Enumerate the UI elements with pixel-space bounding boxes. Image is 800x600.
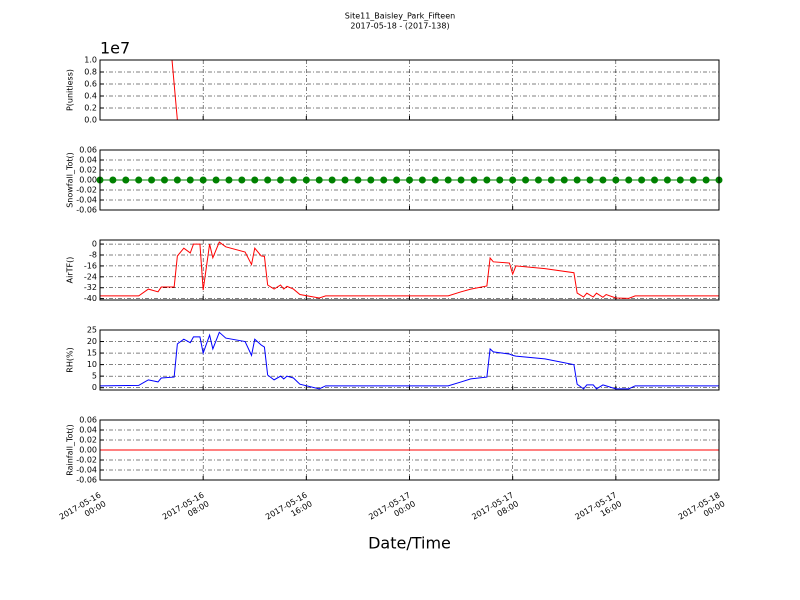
data-marker bbox=[638, 176, 646, 184]
data-marker bbox=[251, 176, 259, 184]
data-marker bbox=[393, 176, 401, 184]
y-tick-label: -40 bbox=[84, 294, 97, 303]
axes-frame bbox=[99, 329, 720, 391]
data-marker bbox=[341, 176, 349, 184]
y-tick-label: 20 bbox=[87, 337, 97, 346]
y-tick-label: 0 bbox=[92, 240, 97, 249]
data-marker bbox=[612, 176, 620, 184]
y-tick-label: -8 bbox=[89, 251, 97, 260]
y-tick-label: -24 bbox=[84, 272, 97, 281]
data-marker bbox=[380, 176, 388, 184]
data-marker bbox=[586, 176, 594, 184]
data-marker bbox=[547, 176, 555, 184]
y-tick-label: 0.04 bbox=[79, 156, 97, 165]
data-marker bbox=[457, 176, 465, 184]
data-marker bbox=[289, 176, 297, 184]
figure-subtitle: 2017-05-18 - (2017-138) bbox=[350, 22, 449, 31]
data-marker bbox=[264, 176, 272, 184]
y-tick-label: -0.04 bbox=[76, 466, 97, 475]
data-marker bbox=[522, 176, 530, 184]
data-marker bbox=[277, 176, 285, 184]
data-marker bbox=[470, 176, 478, 184]
data-marker bbox=[406, 176, 413, 184]
y-tick-label: -0.06 bbox=[76, 206, 97, 215]
data-marker bbox=[199, 176, 207, 184]
y-tick-label: 0 bbox=[92, 383, 97, 392]
data-line bbox=[100, 241, 719, 299]
axes-frame bbox=[99, 149, 720, 211]
y-axis-label: RH(%) bbox=[66, 347, 75, 372]
y-tick-label: 0.02 bbox=[79, 166, 97, 175]
y-tick-label: 5 bbox=[92, 372, 97, 381]
data-marker bbox=[534, 176, 542, 184]
data-marker bbox=[431, 176, 439, 184]
data-line bbox=[100, 331, 719, 390]
y-tick-label: -0.02 bbox=[76, 456, 97, 465]
data-marker bbox=[238, 176, 246, 184]
y-tick-label: 10 bbox=[87, 360, 97, 369]
data-marker bbox=[173, 176, 181, 184]
axes-frame bbox=[99, 239, 720, 301]
y-tick-label: 0.2 bbox=[84, 104, 97, 113]
data-marker bbox=[122, 176, 130, 184]
y-tick-label: 1.0 bbox=[84, 56, 97, 65]
offset-text: 1e7 bbox=[100, 39, 130, 58]
data-marker bbox=[160, 176, 168, 184]
data-marker bbox=[676, 176, 684, 184]
y-tick-label: 0.8 bbox=[84, 68, 97, 77]
y-tick-label: -0.06 bbox=[76, 476, 97, 485]
y-tick-label: -32 bbox=[84, 283, 97, 292]
data-marker bbox=[302, 176, 310, 184]
y-tick-label: 0.0 bbox=[84, 116, 97, 125]
data-marker bbox=[702, 176, 710, 184]
y-tick-label: 0.00 bbox=[79, 446, 97, 455]
data-marker bbox=[444, 176, 452, 184]
y-tick-label: 0.02 bbox=[79, 436, 97, 445]
data-marker bbox=[109, 176, 117, 184]
data-marker bbox=[418, 176, 426, 184]
y-axis-label: Rainfall_Tot() bbox=[66, 424, 75, 476]
y-tick-label: 25 bbox=[87, 326, 97, 335]
data-marker bbox=[315, 176, 323, 184]
axes-frame bbox=[99, 59, 720, 121]
x-axis-label: Date/Time bbox=[368, 534, 451, 553]
y-tick-label: 0.06 bbox=[79, 146, 97, 155]
y-tick-label: 0.04 bbox=[79, 426, 97, 435]
data-marker bbox=[689, 176, 697, 184]
y-axis-label: AirTF() bbox=[66, 257, 75, 284]
data-marker bbox=[496, 176, 504, 184]
data-marker bbox=[135, 176, 143, 184]
data-marker bbox=[651, 176, 659, 184]
data-marker bbox=[225, 176, 233, 184]
data-marker bbox=[599, 176, 607, 184]
y-tick-label: 0.00 bbox=[79, 176, 97, 185]
data-line bbox=[171, 60, 719, 120]
data-marker bbox=[573, 176, 581, 184]
y-tick-label: -0.04 bbox=[76, 196, 97, 205]
y-tick-label: -16 bbox=[84, 261, 97, 270]
y-axis-label: P(unitless) bbox=[66, 69, 75, 111]
y-tick-label: 15 bbox=[87, 349, 97, 358]
data-marker bbox=[148, 176, 156, 184]
data-marker bbox=[625, 176, 633, 184]
y-tick-label: -0.02 bbox=[76, 186, 97, 195]
figure-title: Site11_Baisley_Park_Fifteen bbox=[345, 12, 455, 21]
data-marker bbox=[483, 176, 491, 184]
data-marker bbox=[367, 176, 375, 184]
data-marker bbox=[328, 176, 336, 184]
axes-frame bbox=[99, 419, 720, 481]
y-tick-label: 0.06 bbox=[79, 416, 97, 425]
data-marker bbox=[212, 176, 220, 184]
y-tick-label: 0.6 bbox=[84, 80, 97, 89]
data-marker bbox=[509, 176, 517, 184]
y-axis-label: Snowfall_Tot() bbox=[66, 152, 75, 208]
data-marker bbox=[186, 176, 194, 184]
data-marker bbox=[560, 176, 568, 184]
y-tick-label: 0.4 bbox=[84, 92, 97, 101]
data-marker bbox=[663, 176, 671, 184]
data-marker bbox=[354, 176, 362, 184]
